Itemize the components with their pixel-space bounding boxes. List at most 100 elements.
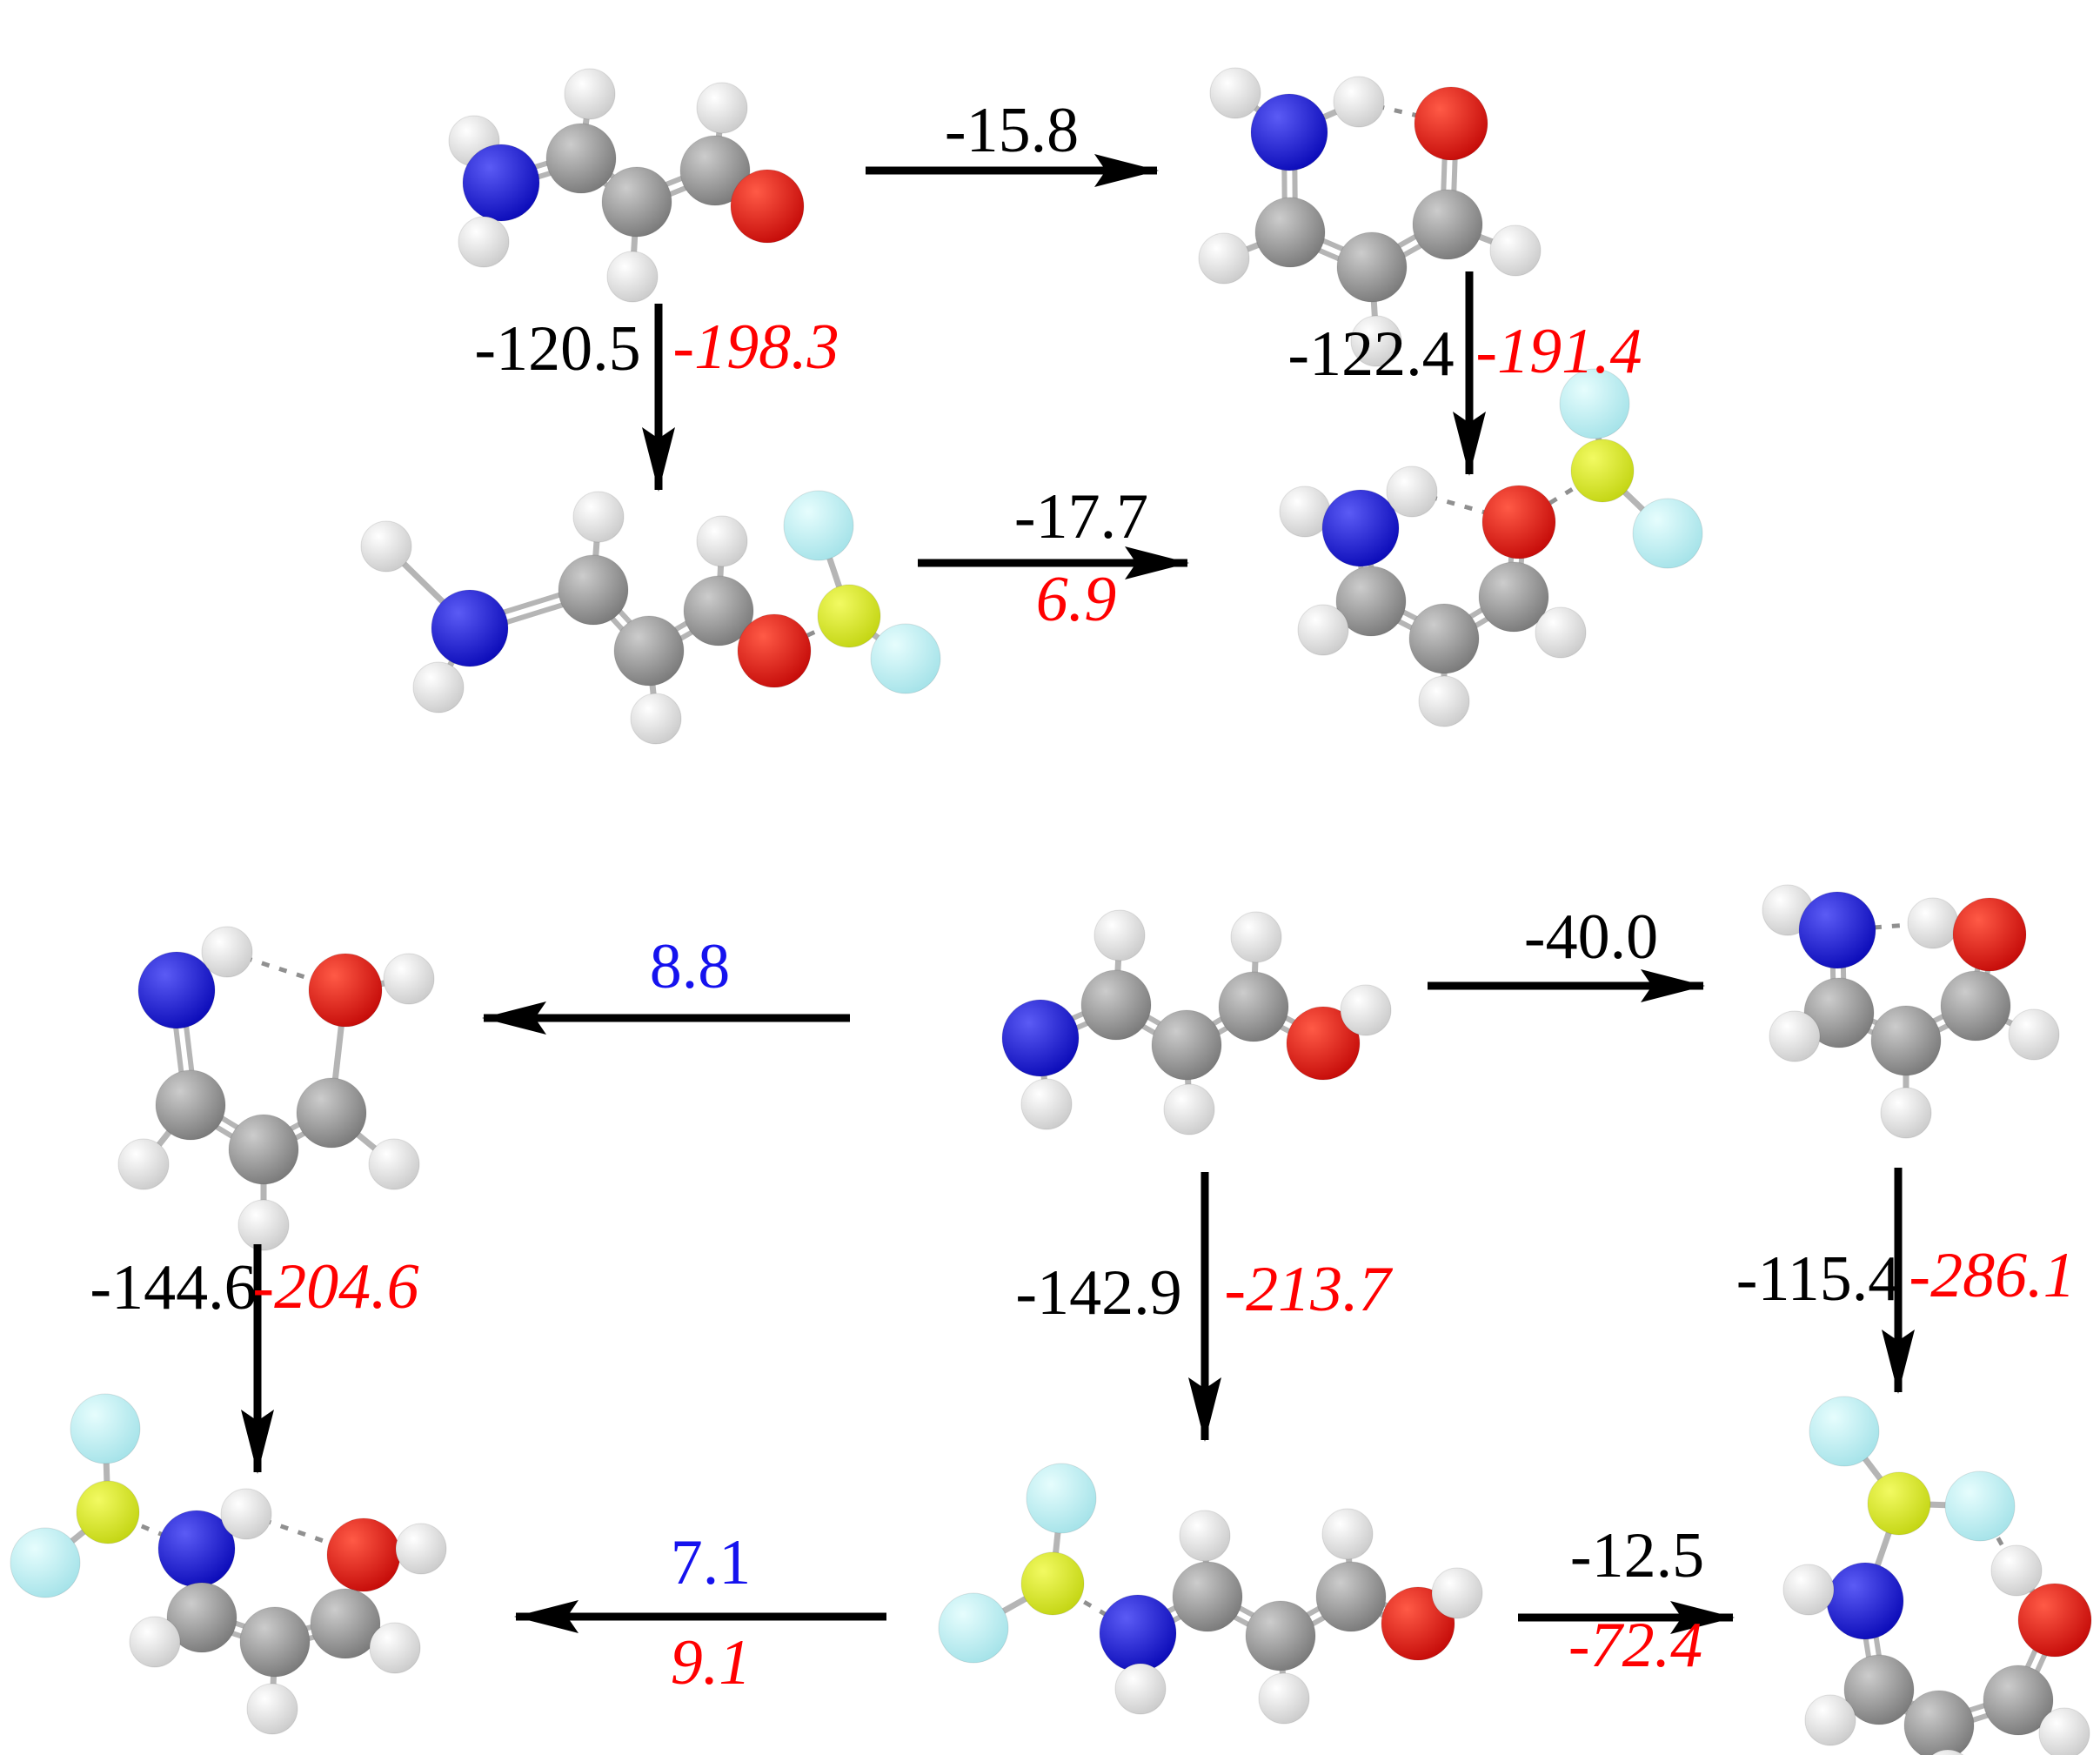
atom-hydrogen-white — [1804, 1694, 1856, 1746]
atom-hydrogen-white — [1321, 1508, 1374, 1560]
atom-boron-yellow — [817, 584, 881, 648]
atom-carbon-gray — [601, 166, 672, 238]
atom-boron-yellow — [1570, 439, 1635, 503]
molecule-iminopropenal-chelated-right — [1762, 884, 2060, 1139]
atom-nitrogen-blue — [1798, 891, 1876, 969]
atom-nitrogen-blue — [1321, 489, 1400, 567]
atom-hydrogen-white — [1535, 606, 1587, 659]
atom-hydrogen-white — [1340, 984, 1392, 1036]
atom-oxygen-red — [326, 1517, 401, 1592]
atom-hydrogen-white — [129, 1616, 181, 1668]
energy-label-bottom-right-black: -12.5 — [1569, 1520, 1705, 1591]
molecule-aminoacrolein-OBF2-chelated — [1279, 368, 1703, 727]
atom-hydrogen-white — [369, 1622, 421, 1674]
atom-carbon-gray — [683, 575, 754, 646]
molecule-iminopropenal-NBF2-chelated-bottom-right — [1782, 1396, 2092, 1755]
atom-nitrogen-blue — [137, 951, 216, 1029]
atom-carbon-gray — [1983, 1665, 2054, 1736]
molecule-aminoacrolein-OBF2-open — [360, 490, 941, 745]
atom-fluorine-cyan — [1944, 1470, 2016, 1542]
atom-fluorine-cyan — [783, 490, 854, 561]
molecule-iminopropenol-NBF2-open-bottom-center — [938, 1463, 1483, 1725]
atom-hydrogen-white — [237, 1199, 290, 1251]
atom-hydrogen-white — [1990, 1544, 2043, 1597]
energy-label-bottom-right-red: -72.4 — [1568, 1610, 1703, 1681]
atom-carbon-gray — [155, 1069, 226, 1141]
atom-nitrogen-blue — [1826, 1562, 1904, 1640]
molecule-aminoacrolein-chelated-top-right — [1198, 67, 1542, 367]
atom-carbon-gray — [1870, 1005, 1942, 1076]
atom-carbon-gray — [1315, 1561, 1387, 1632]
molecules-layer — [10, 67, 2092, 1755]
atom-hydrogen-white — [1418, 675, 1470, 727]
atom-oxygen-red — [1952, 897, 2027, 972]
energy-label-top-isomerization: -15.8 — [944, 95, 1080, 166]
atom-carbon-gray — [1412, 189, 1483, 260]
atom-oxygen-red — [730, 169, 805, 244]
atom-hydrogen-white — [696, 515, 748, 567]
atom-carbon-gray — [1218, 971, 1289, 1042]
atom-carbon-gray — [1335, 566, 1407, 637]
atom-hydrogen-white — [1258, 1672, 1310, 1725]
atom-carbon-gray — [1408, 603, 1480, 674]
atom-hydrogen-white — [1114, 1663, 1167, 1715]
atom-hydrogen-white — [696, 82, 748, 134]
atom-hydrogen-white — [1333, 76, 1385, 128]
energy-label-left-complexation-red: -198.3 — [672, 311, 839, 383]
atom-carbon-gray — [1254, 197, 1326, 268]
atom-fluorine-cyan — [1632, 498, 1703, 569]
atom-carbon-gray — [1080, 969, 1152, 1041]
atom-hydrogen-white — [1782, 1564, 1835, 1616]
atom-hydrogen-white — [246, 1683, 298, 1735]
atom-hydrogen-white — [1386, 466, 1438, 518]
atom-boron-yellow — [1020, 1551, 1085, 1616]
atom-hydrogen-white — [201, 926, 253, 978]
energy-label-left-complexation-black: -120.5 — [474, 313, 641, 385]
atom-oxygen-red — [2017, 1583, 2092, 1658]
atom-carbon-gray — [166, 1582, 237, 1653]
atom-hydrogen-white — [2038, 1707, 2090, 1755]
atom-hydrogen-white — [368, 1138, 420, 1190]
atom-oxygen-red — [1481, 485, 1556, 559]
molecule-aminoacrolein-open-top-left — [448, 68, 805, 303]
atom-hydrogen-white — [1489, 224, 1542, 277]
atom-hydrogen-white — [1931, 1749, 1964, 1755]
energy-label-bottomright-black: -115.4 — [1736, 1243, 1901, 1315]
atom-carbon-gray — [1903, 1690, 1975, 1755]
atom-carbon-gray — [558, 554, 629, 626]
atom-oxygen-red — [1286, 1006, 1361, 1081]
atom-hydrogen-white — [412, 661, 465, 713]
atom-hydrogen-white — [1230, 911, 1282, 963]
atom-hydrogen-white — [1431, 1567, 1483, 1619]
atom-hydrogen-white — [2008, 1008, 2060, 1061]
atom-hydrogen-white — [395, 1523, 447, 1575]
atom-fluorine-cyan — [1559, 368, 1630, 439]
atom-hydrogen-white — [572, 491, 625, 543]
atom-carbon-gray — [310, 1588, 381, 1659]
atom-boron-yellow — [76, 1480, 140, 1544]
molecule-iminopropenol-chelated-left — [117, 926, 435, 1251]
atom-hydrogen-white — [1020, 1078, 1073, 1130]
atom-carbon-gray — [1940, 970, 2011, 1042]
atom-carbon-gray — [1245, 1600, 1316, 1671]
atom-hydrogen-white — [1907, 897, 1959, 949]
atom-hydrogen-white — [630, 693, 682, 745]
atom-hydrogen-white — [360, 520, 412, 573]
atom-fluorine-cyan — [870, 623, 941, 694]
energy-label-center-left-blue: 8.8 — [649, 931, 731, 1002]
atom-hydrogen-white — [1209, 67, 1261, 119]
atom-nitrogen-blue — [1001, 999, 1080, 1077]
energy-label-bottomright-red: -286.1 — [1909, 1240, 2076, 1311]
energy-label-right-complexation-black: -122.4 — [1287, 318, 1455, 390]
atom-carbon-gray — [1151, 1009, 1222, 1081]
atom-boron-yellow — [1867, 1471, 1931, 1536]
energy-label-bottom-chelation-red: 9.1 — [670, 1627, 752, 1698]
atom-fluorine-cyan — [1809, 1396, 1880, 1467]
atom-hydrogen-white — [383, 953, 435, 1005]
atom-nitrogen-blue — [462, 144, 540, 222]
atom-carbon-gray — [1803, 977, 1875, 1048]
atom-fluorine-cyan — [1026, 1463, 1097, 1534]
atom-carbon-gray — [1172, 1561, 1243, 1632]
